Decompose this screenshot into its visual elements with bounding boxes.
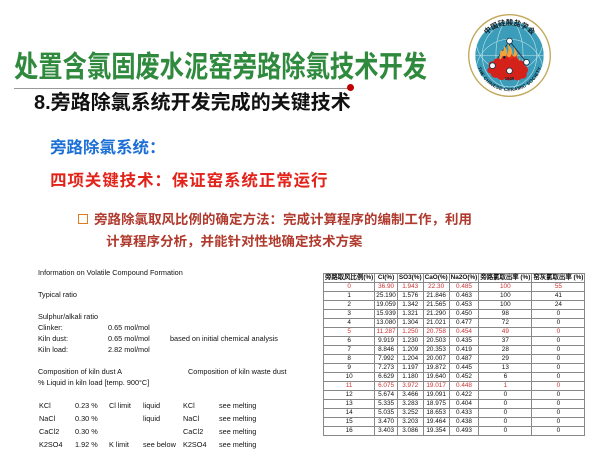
svg-text:1945: 1945 [505, 76, 515, 81]
